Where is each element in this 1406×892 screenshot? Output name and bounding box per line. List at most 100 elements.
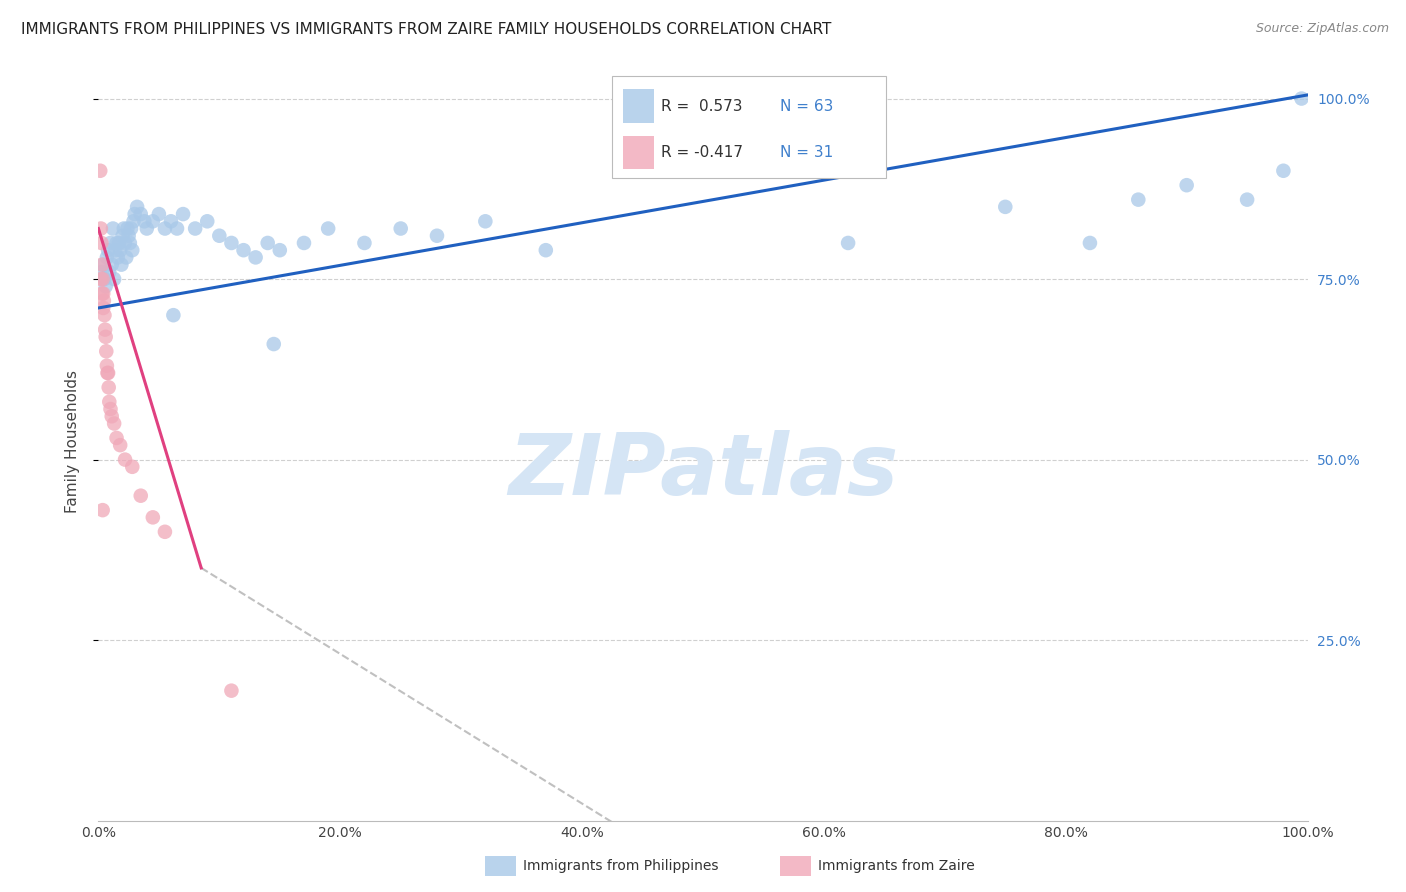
- Point: [117, 221, 139, 235]
- Point: [111, 228, 134, 243]
- Point: [135, 221, 157, 235]
- Point: [1078, 235, 1101, 250]
- Text: R = -0.417: R = -0.417: [661, 145, 742, 160]
- Point: [91, 286, 114, 301]
- Point: [148, 207, 170, 221]
- Point: [89, 163, 111, 178]
- Point: [121, 243, 143, 257]
- Point: [91, 265, 114, 279]
- Point: [96, 366, 118, 380]
- Point: [121, 459, 143, 474]
- Point: [1128, 193, 1150, 207]
- Point: [96, 251, 118, 265]
- Point: [112, 221, 135, 235]
- Point: [1272, 163, 1295, 178]
- Point: [245, 251, 267, 265]
- Point: [124, 207, 146, 221]
- Point: [232, 243, 254, 257]
- Point: [103, 272, 125, 286]
- Point: [93, 293, 115, 308]
- Point: [994, 200, 1017, 214]
- Point: [105, 235, 128, 250]
- Point: [1175, 178, 1198, 193]
- Point: [110, 258, 132, 272]
- Text: N = 63: N = 63: [780, 99, 834, 113]
- Point: [100, 258, 122, 272]
- Point: [91, 286, 114, 301]
- Point: [91, 301, 114, 315]
- Point: [105, 431, 128, 445]
- Point: [184, 221, 207, 235]
- Text: Immigrants from Zaire: Immigrants from Zaire: [818, 859, 974, 873]
- Point: [162, 308, 184, 322]
- Point: [94, 330, 117, 344]
- Point: [114, 235, 136, 250]
- Point: [389, 221, 412, 235]
- Point: [97, 380, 120, 394]
- Point: [426, 228, 449, 243]
- Text: R =  0.573: R = 0.573: [661, 99, 742, 113]
- Text: Immigrants from Philippines: Immigrants from Philippines: [523, 859, 718, 873]
- Point: [153, 221, 176, 235]
- Point: [160, 214, 183, 228]
- Point: [142, 510, 165, 524]
- Text: N = 31: N = 31: [780, 145, 834, 160]
- Text: ZIPatlas: ZIPatlas: [508, 430, 898, 514]
- Point: [90, 235, 112, 250]
- Point: [142, 214, 165, 228]
- Point: [208, 228, 231, 243]
- Point: [256, 235, 278, 250]
- Point: [98, 265, 121, 279]
- Point: [118, 235, 141, 250]
- Point: [93, 308, 115, 322]
- Point: [353, 235, 375, 250]
- Point: [129, 207, 152, 221]
- Point: [101, 221, 124, 235]
- Point: [100, 402, 122, 417]
- Point: [195, 214, 218, 228]
- Point: [221, 683, 243, 698]
- Text: Source: ZipAtlas.com: Source: ZipAtlas.com: [1256, 22, 1389, 36]
- Point: [90, 221, 112, 235]
- Point: [474, 214, 496, 228]
- Point: [107, 251, 129, 265]
- Point: [100, 235, 122, 250]
- Point: [269, 243, 291, 257]
- Point: [172, 207, 194, 221]
- Point: [114, 452, 136, 467]
- Point: [292, 235, 315, 250]
- Point: [534, 243, 557, 257]
- Point: [108, 235, 131, 250]
- Point: [94, 323, 117, 337]
- Point: [108, 243, 131, 257]
- Point: [129, 489, 152, 503]
- Point: [91, 272, 114, 286]
- Point: [97, 366, 120, 380]
- Point: [104, 243, 127, 257]
- Point: [153, 524, 176, 539]
- Point: [127, 200, 149, 214]
- Point: [122, 214, 145, 228]
- Point: [103, 417, 125, 431]
- Point: [263, 337, 285, 351]
- Point: [97, 243, 120, 257]
- Point: [96, 359, 118, 373]
- Point: [134, 214, 156, 228]
- Point: [316, 221, 339, 235]
- Point: [100, 409, 122, 424]
- Point: [94, 279, 117, 293]
- Point: [166, 221, 188, 235]
- Point: [93, 272, 115, 286]
- Point: [91, 258, 114, 272]
- Text: IMMIGRANTS FROM PHILIPPINES VS IMMIGRANTS FROM ZAIRE FAMILY HOUSEHOLDS CORRELATI: IMMIGRANTS FROM PHILIPPINES VS IMMIGRANT…: [21, 22, 831, 37]
- Point: [1236, 193, 1258, 207]
- Point: [1291, 91, 1313, 105]
- Y-axis label: Family Households: Family Households: [65, 370, 80, 513]
- Point: [96, 344, 118, 359]
- Point: [108, 438, 131, 452]
- Point: [90, 272, 112, 286]
- Point: [221, 235, 243, 250]
- Point: [91, 503, 114, 517]
- Point: [120, 221, 142, 235]
- Point: [115, 251, 138, 265]
